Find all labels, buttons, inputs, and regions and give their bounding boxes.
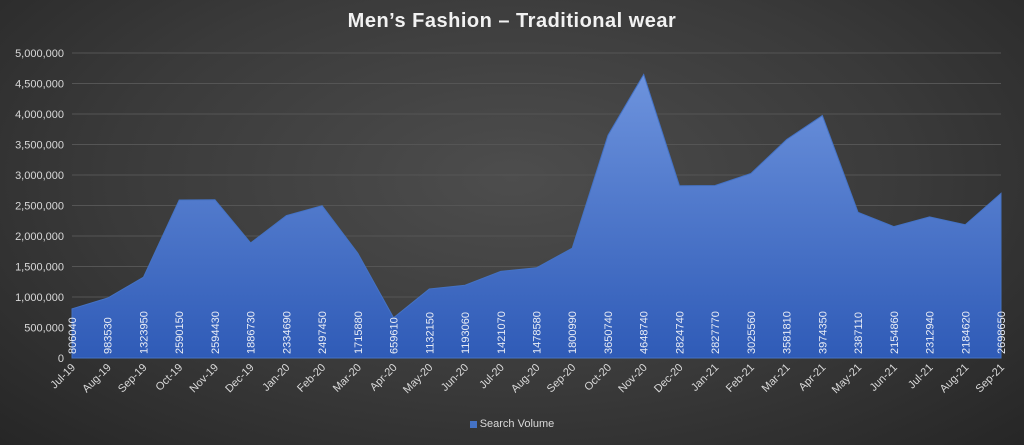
data-label: 1886730 bbox=[246, 311, 258, 354]
x-tick-label: Jun-21 bbox=[868, 362, 900, 394]
x-tick-label: Sep-19 bbox=[116, 362, 150, 396]
data-label: 2827770 bbox=[710, 311, 722, 354]
data-label: 3025560 bbox=[746, 311, 758, 354]
y-tick-label: 1,000,000 bbox=[15, 292, 64, 304]
y-tick-label: 3,500,000 bbox=[15, 140, 64, 152]
data-label: 1800990 bbox=[567, 311, 579, 354]
x-tick-label: Nov-20 bbox=[616, 362, 650, 396]
y-tick-label: 2,500,000 bbox=[15, 201, 64, 213]
x-tick-label: Oct-19 bbox=[153, 362, 185, 394]
data-label: 3974350 bbox=[817, 311, 829, 354]
data-label: 2594430 bbox=[210, 311, 222, 354]
y-tick-label: 5,000,000 bbox=[15, 48, 64, 60]
data-label: 2312940 bbox=[925, 311, 937, 354]
data-label: 1478580 bbox=[532, 311, 544, 354]
data-label: 2590150 bbox=[174, 311, 186, 354]
x-tick-label: Sep-21 bbox=[974, 362, 1008, 396]
y-tick-label: 4,500,000 bbox=[15, 79, 64, 91]
x-tick-label: Nov-19 bbox=[187, 362, 221, 396]
data-label: 2334690 bbox=[281, 311, 293, 354]
data-label: 983530 bbox=[103, 317, 115, 354]
area-series-search-volume bbox=[71, 73, 1002, 359]
data-label: 1421070 bbox=[496, 311, 508, 354]
x-tick-label: Apr-20 bbox=[368, 362, 400, 394]
data-label: 1715880 bbox=[353, 311, 365, 354]
data-label: 806040 bbox=[67, 317, 79, 354]
x-tick-label: Dec-19 bbox=[223, 362, 257, 396]
legend-label: Search Volume bbox=[479, 418, 555, 430]
data-label: 1193060 bbox=[460, 312, 472, 354]
x-tick-label: Mar-20 bbox=[331, 362, 364, 395]
x-tick-label: Jul-19 bbox=[48, 362, 78, 392]
x-tick-label: Mar-21 bbox=[760, 362, 793, 395]
data-label: 1132150 bbox=[424, 312, 436, 354]
x-tick-label: Jun-20 bbox=[439, 362, 471, 394]
y-tick-label: 2,000,000 bbox=[15, 231, 64, 243]
x-tick-label: Sep-20 bbox=[545, 362, 579, 396]
x-tick-label: Apr-21 bbox=[797, 362, 829, 394]
y-tick-label: 1,500,000 bbox=[15, 262, 64, 274]
data-label: 2824740 bbox=[674, 311, 686, 354]
x-tick-label: May-20 bbox=[401, 362, 435, 396]
y-tick-label: 3,000,000 bbox=[15, 170, 64, 182]
x-tick-label: Jul-20 bbox=[477, 362, 507, 392]
data-label: 2387110 bbox=[853, 312, 865, 354]
x-tick-label: Feb-20 bbox=[295, 362, 328, 395]
y-tick-label: 500,000 bbox=[24, 323, 64, 335]
data-label: 3581810 bbox=[782, 311, 794, 354]
legend-swatch bbox=[469, 420, 477, 428]
y-tick-label: 4,000,000 bbox=[15, 109, 64, 121]
data-label: 1323950 bbox=[138, 311, 150, 354]
series-area bbox=[71, 73, 1002, 359]
data-label: 2497450 bbox=[317, 311, 329, 354]
data-label: 2698650 bbox=[996, 311, 1008, 354]
data-label: 659610 bbox=[389, 317, 401, 354]
x-tick-label: Jan-20 bbox=[260, 362, 292, 394]
data-label: 3650740 bbox=[603, 311, 615, 354]
x-tick-label: Aug-20 bbox=[509, 362, 543, 396]
data-label: 2184620 bbox=[960, 311, 972, 354]
x-tick-label: Jan-21 bbox=[689, 362, 721, 394]
x-tick-label: Jul-21 bbox=[906, 362, 936, 392]
x-axis: Jul-19 Aug-19 Sep-19 Oct-19 Nov-19 Dec-19 Jan-… bbox=[48, 362, 1007, 396]
data-labels: 806040 983530 1323950 2590150 2594430 1886730… bbox=[67, 311, 1008, 354]
legend: Search Volume bbox=[0, 418, 1024, 430]
x-tick-label: Oct-20 bbox=[582, 362, 614, 394]
x-tick-label: Feb-21 bbox=[724, 362, 757, 395]
x-tick-label: May-21 bbox=[830, 362, 864, 396]
x-tick-label: Dec-20 bbox=[652, 362, 686, 396]
y-axis: 0 500,000 1,000,000 1,500,000 2,000,000 2,500… bbox=[15, 48, 64, 365]
x-tick-label: Aug-19 bbox=[80, 362, 114, 396]
data-label: 4648740 bbox=[639, 311, 651, 354]
data-label: 2154860 bbox=[889, 311, 901, 354]
x-tick-label: Aug-21 bbox=[938, 362, 972, 396]
chart-title: Men’s Fashion – Traditional wear bbox=[347, 10, 677, 32]
y-tick-label: 0 bbox=[58, 353, 64, 365]
